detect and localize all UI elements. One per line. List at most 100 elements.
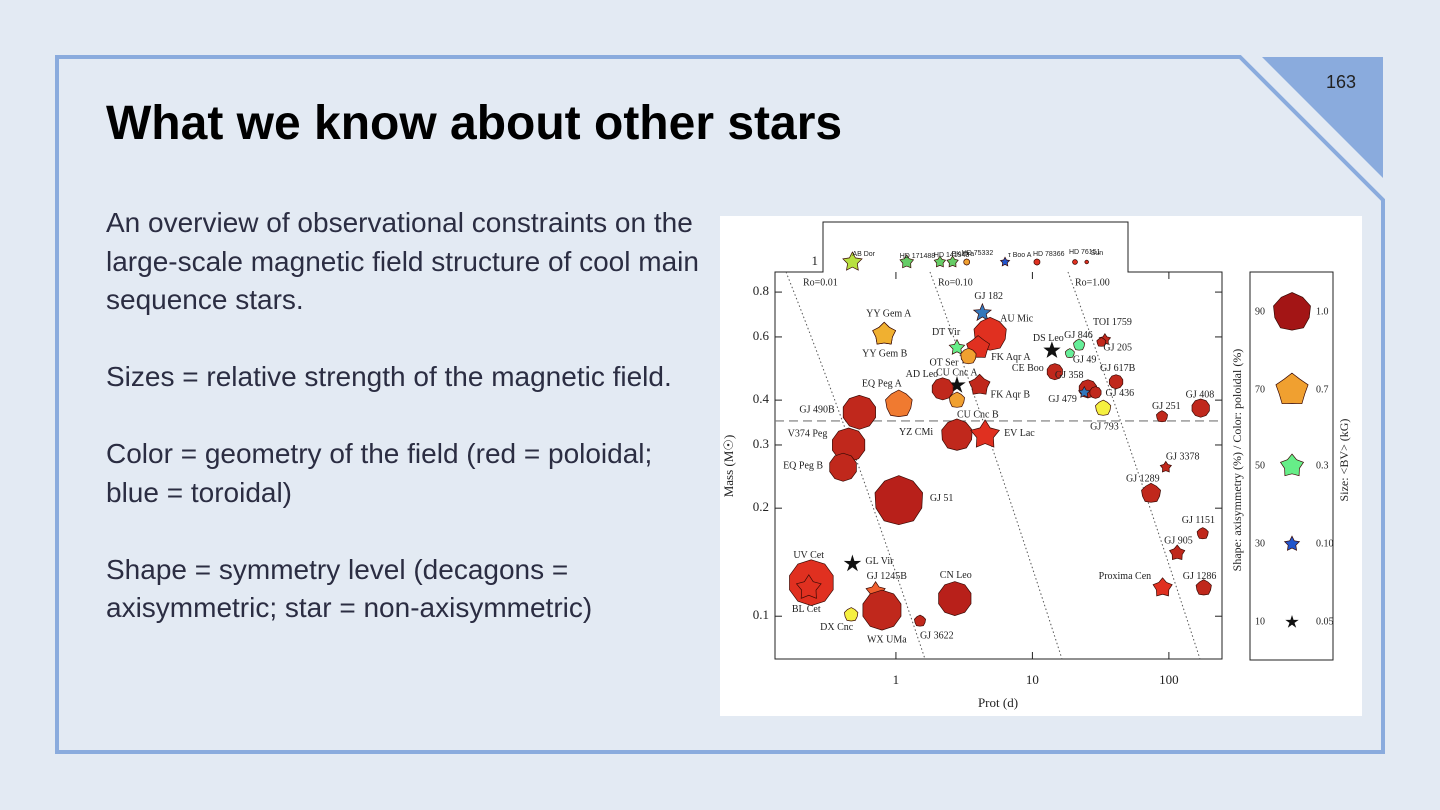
star-label: GJ 490B	[799, 405, 835, 416]
star-label: HD 75332	[962, 250, 994, 257]
star-label: FK Aqr B	[991, 390, 1031, 401]
legend-marker	[1279, 453, 1305, 477]
x-tick-label: 10	[1026, 672, 1039, 687]
star-marker	[1095, 399, 1112, 416]
star-label: EV Lac	[1004, 428, 1035, 439]
y-tick-label: 0.6	[753, 328, 770, 343]
star-marker	[960, 347, 977, 365]
star-marker	[1064, 348, 1075, 358]
star-label: OT Ser	[929, 358, 959, 369]
star-label: GJ 1286	[1183, 571, 1217, 582]
star-marker	[938, 581, 972, 616]
legend-frame	[1249, 271, 1334, 661]
star-label: DT Vir	[932, 327, 961, 338]
star-marker	[1046, 363, 1063, 381]
star-label: CN Leo	[940, 570, 972, 581]
star-label: YZ CMi	[899, 427, 933, 438]
star-label: GJ 205	[1103, 343, 1132, 354]
paragraph: An overview of observational constraints…	[106, 207, 699, 315]
star-label: CU Cnc B	[957, 409, 999, 420]
star-label: HD 171488	[900, 253, 936, 260]
star-label: YY Gem A	[866, 309, 912, 320]
star-marker	[862, 589, 902, 631]
star-label: GJ 3378	[1166, 452, 1200, 463]
legend-shape-value: 90	[1255, 306, 1265, 317]
rossby-label: Ro=0.10	[938, 277, 973, 288]
star-label: CU Cnc A	[936, 368, 978, 379]
star-marker	[914, 614, 926, 627]
slide-body: An overview of observational constraints…	[106, 204, 706, 666]
x-tick-label: 1	[893, 672, 900, 687]
star-label: GJ 49	[1073, 355, 1097, 366]
star-marker	[999, 256, 1011, 267]
star-label: WX UMa	[867, 634, 907, 645]
star-label: EQ Peg A	[862, 378, 903, 389]
paragraph: Sizes = relative strength of the magneti…	[106, 361, 672, 392]
legend-marker	[1283, 535, 1301, 551]
legend-size-value: 0.05	[1316, 616, 1334, 627]
star-marker	[844, 607, 859, 622]
star-label: Sun	[1091, 250, 1104, 257]
star-label: GJ 479	[1048, 394, 1077, 405]
star-marker	[1156, 410, 1168, 423]
star-label: GJ 617B	[1100, 363, 1136, 374]
star-marker	[1195, 579, 1212, 596]
star-label: HD 76151	[1069, 249, 1101, 256]
star-label: GJ 846	[1064, 330, 1093, 341]
star-marker	[1043, 341, 1061, 358]
star-label: Proxima Cen	[1099, 571, 1152, 582]
legend-shape-value: 50	[1255, 460, 1265, 471]
star-marker	[970, 419, 1001, 448]
x-axis-label: Prot (d)	[978, 695, 1018, 710]
star-label: V374 Peg	[788, 428, 828, 439]
y-axis-label: Mass (M☉)	[721, 435, 736, 498]
star-marker	[1196, 527, 1209, 540]
star-label: GJ 793	[1090, 421, 1119, 432]
x-tick-label: 100	[1159, 672, 1179, 687]
legend-marker	[1275, 372, 1309, 405]
rossby-line	[1067, 271, 1201, 660]
figure-bg	[720, 216, 1362, 716]
star-label: UV Cet	[793, 550, 824, 561]
legend-marker	[1273, 292, 1311, 331]
star-marker	[1033, 258, 1041, 266]
legend-size-value: 1.0	[1316, 306, 1329, 317]
legend-shape-value: 30	[1255, 538, 1265, 549]
legend-size-label: Size: <BV> (kG)	[1337, 419, 1351, 502]
star-marker	[946, 255, 959, 268]
star-marker	[1096, 336, 1107, 347]
star-label: AU Mic	[1000, 314, 1034, 325]
legend-marker	[1285, 614, 1299, 628]
y-tick-label: 0.3	[753, 436, 769, 451]
rossby-label: Ro=0.01	[803, 277, 838, 288]
star-marker	[1159, 460, 1173, 473]
star-label: FK Aqr A	[991, 352, 1031, 363]
star-label: τ Boo A	[1008, 252, 1032, 259]
star-label: GJ 251	[1152, 401, 1181, 412]
legend-size-value: 0.7	[1316, 384, 1329, 395]
star-label: TOI 1759	[1093, 317, 1132, 328]
paragraph: Color = geometry of the field (red = pol…	[106, 438, 653, 508]
legend-shape-label: Shape: axisymmetry (%) / Color: poloidal…	[1230, 349, 1244, 572]
legend-shape-value: 70	[1255, 384, 1265, 395]
star-marker	[1108, 374, 1124, 390]
rossby-label: Ro=1.00	[1075, 277, 1110, 288]
star-label: CE Boo	[1012, 363, 1044, 374]
star-label: GJ 358	[1055, 370, 1084, 381]
plot-frame	[774, 221, 1223, 660]
star-marker	[885, 389, 913, 417]
star-label: GJ 408	[1186, 389, 1215, 400]
legend-size-value: 0.10	[1316, 538, 1334, 549]
star-label: GJ 51	[930, 493, 954, 504]
star-marker	[948, 391, 965, 408]
star-marker	[1089, 386, 1102, 399]
y-tick-label: 0.2	[753, 499, 769, 514]
star-marker	[842, 251, 863, 271]
rossby-line	[785, 271, 926, 660]
star-label: EK Dra	[952, 251, 975, 258]
star-label: AB Dor	[852, 251, 875, 258]
legend-shape-value: 10	[1255, 616, 1265, 627]
star-marker	[795, 574, 822, 599]
